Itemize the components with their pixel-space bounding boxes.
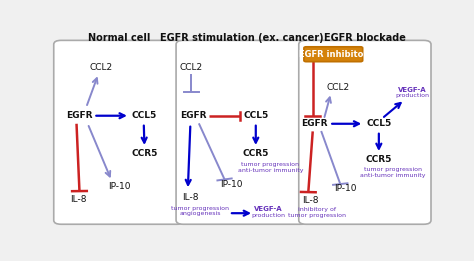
FancyBboxPatch shape [304,47,363,62]
Text: CCL2: CCL2 [327,83,350,92]
Text: IP-10: IP-10 [335,184,357,193]
Text: VEGF-A: VEGF-A [254,206,282,212]
Text: production: production [395,93,429,98]
Text: angiogenesis: angiogenesis [179,211,221,216]
Text: Normal cell: Normal cell [88,33,150,43]
Text: EGFR: EGFR [66,111,93,120]
FancyBboxPatch shape [299,40,431,224]
Text: tumor progression: tumor progression [364,168,422,173]
Text: anti-tumor immunity: anti-tumor immunity [360,173,426,178]
Text: EGFR stimulation (ex. cancer): EGFR stimulation (ex. cancer) [160,33,324,43]
Text: IP-10: IP-10 [220,180,242,189]
Text: EGFR: EGFR [180,111,207,120]
Text: IP-10: IP-10 [108,182,130,191]
Text: CCL5: CCL5 [131,111,156,120]
Text: CCL2: CCL2 [180,63,203,72]
Text: inhibitory of: inhibitory of [299,207,337,212]
Text: IL-8: IL-8 [71,195,87,204]
Text: tumor progression: tumor progression [289,213,346,218]
FancyBboxPatch shape [54,40,184,224]
Text: IL-8: IL-8 [182,193,199,201]
Text: EGFR blockade: EGFR blockade [324,33,406,43]
Text: anti-tumor immunity: anti-tumor immunity [238,169,303,174]
Text: VEGF-A: VEGF-A [398,87,426,93]
Text: EGFR inhibitor: EGFR inhibitor [299,50,368,59]
Text: IL-8: IL-8 [302,196,319,205]
Text: CCL2: CCL2 [90,63,113,72]
Text: CCR5: CCR5 [365,156,392,164]
Text: tumor progression: tumor progression [241,162,300,168]
Text: CCL5: CCL5 [366,119,392,128]
Text: CCR5: CCR5 [131,149,158,158]
Text: CCL5: CCL5 [243,111,268,120]
Text: tumor progression: tumor progression [171,206,229,211]
Text: production: production [251,213,285,218]
Text: CCR5: CCR5 [243,149,269,158]
FancyBboxPatch shape [176,40,308,224]
Text: EGFR: EGFR [301,119,328,128]
